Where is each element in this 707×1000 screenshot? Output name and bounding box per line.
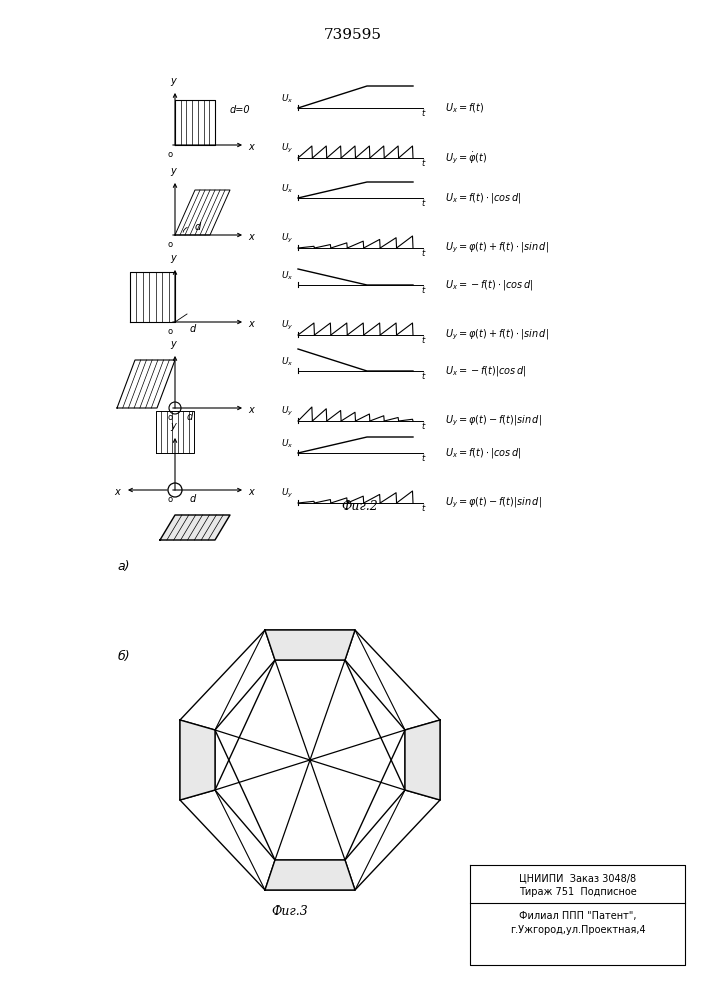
Text: d: d — [195, 222, 201, 232]
Polygon shape — [180, 720, 215, 800]
Text: $U_x$: $U_x$ — [281, 269, 293, 282]
Text: $U_y = \varphi(t)-f(t)|sin\,d|$: $U_y = \varphi(t)-f(t)|sin\,d|$ — [445, 496, 542, 510]
Text: o: o — [168, 327, 173, 336]
Text: x: x — [248, 232, 254, 242]
Text: 739595: 739595 — [324, 28, 382, 42]
Text: $U_x$: $U_x$ — [281, 438, 293, 450]
Text: o: o — [168, 413, 173, 422]
Text: y: y — [170, 166, 176, 176]
Text: Фиг.3: Фиг.3 — [271, 905, 308, 918]
Text: $U_x = -f(t)|cos\,d|$: $U_x = -f(t)|cos\,d|$ — [445, 364, 527, 378]
Text: г.Ужгород,ул.Проектная,4: г.Ужгород,ул.Проектная,4 — [510, 925, 645, 935]
Text: x: x — [115, 487, 120, 497]
Text: б): б) — [117, 650, 130, 663]
Text: t: t — [421, 336, 424, 345]
Text: d: d — [190, 324, 197, 334]
Text: d=0: d=0 — [230, 105, 250, 115]
Text: t: t — [421, 159, 424, 168]
Text: o: o — [168, 240, 173, 249]
Text: d: d — [190, 494, 197, 504]
Text: $U_x = -f(t)\cdot|cos\,d|$: $U_x = -f(t)\cdot|cos\,d|$ — [445, 278, 534, 292]
Text: t: t — [421, 249, 424, 258]
Text: x: x — [248, 487, 254, 497]
Text: y: y — [170, 253, 176, 263]
Text: x: x — [248, 142, 254, 152]
Text: $U_y = \varphi(t)+f(t)\cdot|sin\,d|$: $U_y = \varphi(t)+f(t)\cdot|sin\,d|$ — [445, 328, 549, 342]
Text: а): а) — [117, 560, 130, 573]
Text: $U_x = f(t)\cdot|cos\,d|$: $U_x = f(t)\cdot|cos\,d|$ — [445, 446, 522, 460]
Polygon shape — [265, 860, 355, 890]
Text: t: t — [421, 372, 424, 381]
Text: y: y — [170, 339, 176, 349]
Text: Филиал ППП "Патент",: Филиал ППП "Патент", — [519, 911, 636, 921]
Text: $U_x$: $U_x$ — [281, 182, 293, 195]
Text: $U_y = \varphi(t) + f(t)\cdot|sin\,d|$: $U_y = \varphi(t) + f(t)\cdot|sin\,d|$ — [445, 241, 549, 255]
Text: d: d — [187, 412, 193, 422]
Text: y: y — [170, 421, 176, 431]
Text: $U_y = \varphi(t) - f(t)|sin\,d|$: $U_y = \varphi(t) - f(t)|sin\,d|$ — [445, 414, 542, 428]
Text: Тираж 751  Подписное: Тираж 751 Подписное — [519, 887, 636, 897]
Text: t: t — [421, 422, 424, 431]
Text: y: y — [170, 76, 176, 86]
Text: ЦНИИПИ  Заказ 3048/8: ЦНИИПИ Заказ 3048/8 — [519, 873, 636, 883]
Text: $U_x = f(t)\cdot|cos\,d|$: $U_x = f(t)\cdot|cos\,d|$ — [445, 191, 522, 205]
Text: $U_x$: $U_x$ — [281, 356, 293, 368]
Text: o: o — [168, 495, 173, 504]
Text: $U_y$: $U_y$ — [281, 319, 293, 332]
Text: Фиг.2: Фиг.2 — [341, 500, 378, 513]
Text: x: x — [248, 405, 254, 415]
Text: $U_y = \dot{\varphi}(t)$: $U_y = \dot{\varphi}(t)$ — [445, 150, 487, 166]
Text: t: t — [421, 109, 424, 118]
Polygon shape — [265, 630, 355, 660]
Text: t: t — [421, 454, 424, 463]
Text: $U_y$: $U_y$ — [281, 487, 293, 500]
Text: t: t — [421, 286, 424, 295]
Text: $U_x$: $U_x$ — [281, 93, 293, 105]
Text: $U_x = f(t)$: $U_x = f(t)$ — [445, 101, 484, 115]
Text: t: t — [421, 504, 424, 513]
Polygon shape — [160, 515, 230, 540]
Text: $U_y$: $U_y$ — [281, 142, 293, 155]
Text: $U_y$: $U_y$ — [281, 405, 293, 418]
Text: t: t — [421, 199, 424, 208]
Polygon shape — [405, 720, 440, 800]
Text: $U_y$: $U_y$ — [281, 232, 293, 245]
Text: o: o — [168, 150, 173, 159]
Text: x: x — [248, 319, 254, 329]
